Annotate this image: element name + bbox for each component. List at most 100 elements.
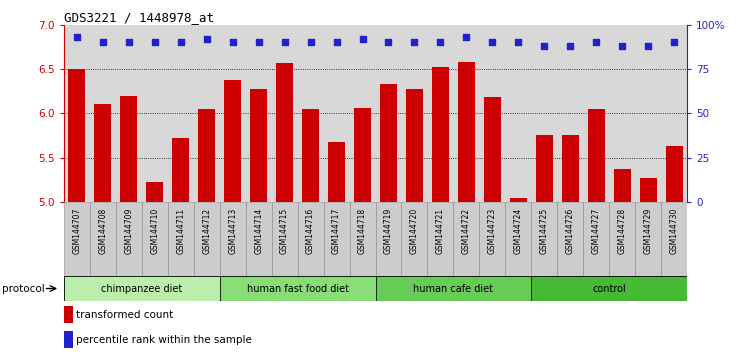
Text: GSM144718: GSM144718 <box>358 208 367 254</box>
Text: GSM144730: GSM144730 <box>670 208 679 254</box>
Point <box>279 40 291 45</box>
Text: protocol: protocol <box>2 284 44 293</box>
Point <box>122 40 134 45</box>
Text: percentile rank within the sample: percentile rank within the sample <box>77 335 252 344</box>
Text: GSM144715: GSM144715 <box>280 208 289 254</box>
Bar <box>250 88 267 202</box>
Bar <box>584 202 609 276</box>
Bar <box>454 202 479 276</box>
Text: GSM144719: GSM144719 <box>384 208 393 254</box>
Text: GSM144723: GSM144723 <box>488 208 497 254</box>
Bar <box>198 109 215 202</box>
Text: GSM144712: GSM144712 <box>202 208 211 254</box>
Point <box>382 40 394 45</box>
Bar <box>588 109 605 202</box>
Text: GSM144727: GSM144727 <box>592 208 601 254</box>
Point <box>512 40 524 45</box>
Point <box>227 40 239 45</box>
Bar <box>432 67 449 202</box>
Bar <box>406 88 423 202</box>
Bar <box>272 202 297 276</box>
Bar <box>68 69 86 202</box>
Point <box>564 43 576 49</box>
Bar <box>90 202 116 276</box>
Bar <box>246 202 272 276</box>
Text: transformed count: transformed count <box>77 310 173 320</box>
Bar <box>95 104 111 202</box>
Text: GSM144725: GSM144725 <box>540 208 549 254</box>
Text: GSM144721: GSM144721 <box>436 208 445 254</box>
Point <box>590 40 602 45</box>
Bar <box>146 182 163 202</box>
Bar <box>532 276 687 301</box>
Text: GSM144722: GSM144722 <box>462 208 471 254</box>
Bar <box>557 202 584 276</box>
Bar <box>64 202 90 276</box>
Point <box>642 43 654 49</box>
Text: GSM144716: GSM144716 <box>306 208 315 254</box>
Bar <box>64 306 73 323</box>
Text: GSM144729: GSM144729 <box>644 208 653 254</box>
Bar <box>665 146 683 202</box>
Bar <box>635 202 661 276</box>
Text: GSM144709: GSM144709 <box>124 208 133 254</box>
Point <box>252 40 264 45</box>
Bar <box>172 138 189 202</box>
Text: GSM144724: GSM144724 <box>514 208 523 254</box>
Text: GSM144713: GSM144713 <box>228 208 237 254</box>
Text: GSM144707: GSM144707 <box>72 208 81 254</box>
Bar <box>614 169 631 202</box>
Bar <box>302 109 319 202</box>
Bar <box>562 136 579 202</box>
Text: GDS3221 / 1448978_at: GDS3221 / 1448978_at <box>64 11 214 24</box>
Bar <box>505 202 532 276</box>
Bar <box>532 202 557 276</box>
Bar <box>297 202 324 276</box>
Point <box>71 34 83 40</box>
Bar <box>427 202 454 276</box>
Point <box>149 40 161 45</box>
Bar <box>116 202 142 276</box>
Bar <box>376 202 402 276</box>
Text: GSM144710: GSM144710 <box>150 208 159 254</box>
Bar <box>609 202 635 276</box>
Text: GSM144711: GSM144711 <box>176 208 185 254</box>
Bar <box>380 84 397 202</box>
Text: human fast food diet: human fast food diet <box>246 284 348 293</box>
Point <box>330 40 342 45</box>
Point <box>201 36 213 42</box>
Text: GSM144726: GSM144726 <box>566 208 575 254</box>
Point <box>487 40 499 45</box>
Bar <box>324 202 349 276</box>
Bar <box>64 331 73 348</box>
Text: GSM144720: GSM144720 <box>410 208 419 254</box>
Point <box>175 40 187 45</box>
Point <box>434 40 446 45</box>
Bar <box>640 178 656 202</box>
Bar <box>220 202 246 276</box>
Point <box>305 40 317 45</box>
Point <box>460 34 472 40</box>
Bar <box>328 142 345 202</box>
Bar <box>220 276 376 301</box>
Bar <box>510 198 526 202</box>
Point <box>668 40 680 45</box>
Bar <box>484 97 501 202</box>
Bar <box>536 136 553 202</box>
Text: human cafe diet: human cafe diet <box>413 284 493 293</box>
Text: GSM144714: GSM144714 <box>254 208 263 254</box>
Text: control: control <box>593 284 626 293</box>
Point <box>409 40 421 45</box>
Text: GSM144708: GSM144708 <box>98 208 107 254</box>
Bar <box>402 202 427 276</box>
Point <box>538 43 550 49</box>
Bar <box>142 202 167 276</box>
Bar <box>167 202 194 276</box>
Bar <box>479 202 505 276</box>
Bar <box>354 108 371 202</box>
Text: GSM144728: GSM144728 <box>618 208 627 254</box>
Point <box>97 40 109 45</box>
Text: GSM144717: GSM144717 <box>332 208 341 254</box>
Bar <box>661 202 687 276</box>
Point <box>357 36 369 42</box>
